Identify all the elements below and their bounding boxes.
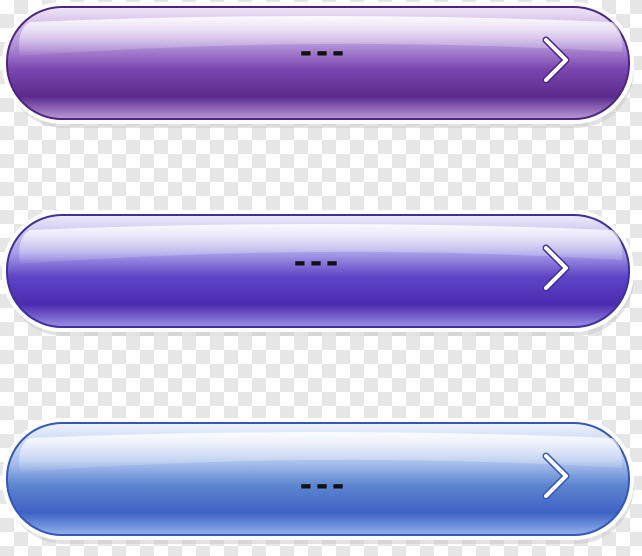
purple-button-graphic xyxy=(2,2,634,128)
indigo-button-graphic xyxy=(2,210,634,336)
purple-button[interactable]: --- xyxy=(0,0,642,140)
blue-button-graphic xyxy=(2,418,634,544)
indigo-button[interactable]: --- xyxy=(0,208,642,348)
blue-button[interactable]: --- xyxy=(0,416,642,556)
